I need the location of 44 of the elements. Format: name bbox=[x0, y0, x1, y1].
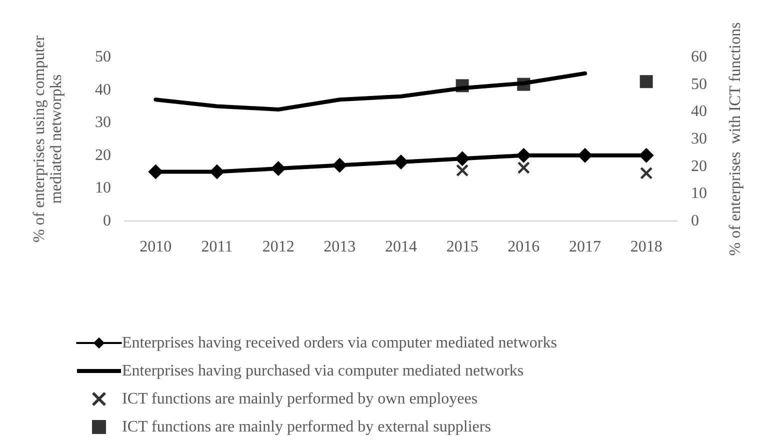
x-tick-label: 2010 bbox=[140, 238, 172, 256]
x-tick-label: 2014 bbox=[385, 238, 417, 256]
point bbox=[148, 164, 164, 180]
x-tick-label: 2011 bbox=[201, 238, 233, 256]
y-tick-label: 10 bbox=[95, 180, 111, 197]
point bbox=[456, 79, 469, 92]
point bbox=[640, 75, 653, 88]
y2-axis-title: % of enterprises with ICT functions bbox=[727, 22, 744, 256]
legend-label: ICT functions are mainly performed by own employees bbox=[122, 390, 478, 408]
x-tick-label: 2013 bbox=[324, 238, 356, 256]
y-tick-label: 0 bbox=[103, 212, 111, 230]
y2-tick-label: 10 bbox=[691, 185, 707, 202]
y2-tick-label: 40 bbox=[691, 103, 707, 120]
x-tick-label: 2015 bbox=[446, 238, 478, 256]
point bbox=[210, 164, 224, 180]
legend-label: Enterprises having purchased via computer mediated networks bbox=[122, 362, 524, 380]
line-series bbox=[154, 71, 587, 112]
x-tick-label: 2016 bbox=[508, 238, 540, 256]
point bbox=[638, 148, 654, 163]
legend-label: ICT functions are mainly performed by external suppliers bbox=[122, 418, 491, 436]
point bbox=[578, 148, 592, 163]
point bbox=[518, 162, 530, 174]
point bbox=[640, 167, 652, 180]
point bbox=[456, 164, 468, 176]
x-tick-label: 2017 bbox=[569, 238, 601, 256]
legend-label: Enterprises having received orders via computer mediated networks bbox=[122, 334, 557, 352]
x-tick-label: 2012 bbox=[262, 238, 294, 256]
point bbox=[454, 151, 470, 166]
y-tick-label: 30 bbox=[95, 114, 111, 132]
point bbox=[516, 148, 532, 163]
y-tick-label: 40 bbox=[95, 81, 111, 98]
y2-tick-label: 0 bbox=[691, 212, 699, 230]
point bbox=[394, 154, 408, 170]
x-tick-label: 2018 bbox=[630, 238, 662, 256]
y2-tick-label: 30 bbox=[691, 130, 707, 148]
y2-tick-label: 60 bbox=[691, 48, 707, 66]
y-tick-label: 20 bbox=[95, 146, 111, 164]
y2-tick-label: 50 bbox=[691, 76, 707, 93]
point bbox=[517, 78, 530, 91]
point bbox=[332, 158, 348, 173]
y-axis-title: % of enterprises using computer mediated networpks bbox=[31, 34, 65, 243]
y2-tick-label: 20 bbox=[691, 158, 707, 175]
point bbox=[270, 161, 286, 176]
y-tick-label: 50 bbox=[95, 48, 111, 66]
